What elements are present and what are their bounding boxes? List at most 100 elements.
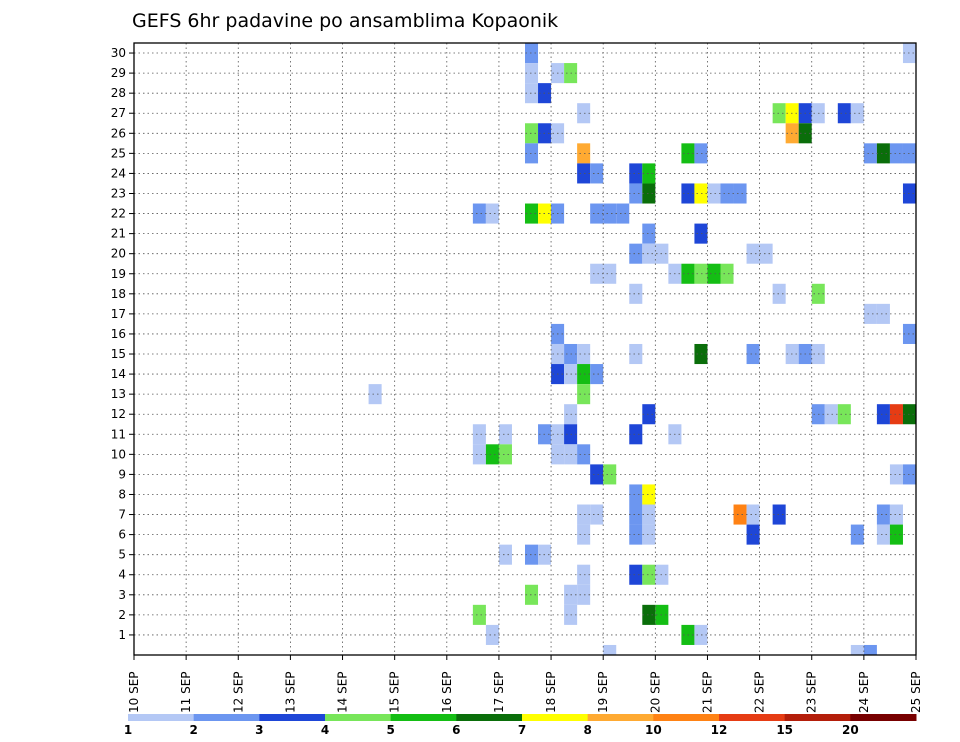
precip-cell bbox=[733, 183, 747, 204]
precip-cell bbox=[472, 604, 486, 625]
x-tick-label: 15 SEP bbox=[388, 671, 402, 713]
precip-cell bbox=[629, 183, 643, 204]
colorbar-label: 15 bbox=[776, 723, 793, 737]
precip-cell bbox=[876, 143, 890, 164]
precip-cell bbox=[485, 624, 499, 645]
y-tick-label: 25 bbox=[111, 146, 126, 160]
precip-cell bbox=[525, 544, 539, 565]
y-tick-label: 2 bbox=[118, 608, 126, 622]
x-tick-label: 19 SEP bbox=[596, 671, 610, 713]
x-axis-ticks: 10 SEP 11 SEP 12 SEP 13 SEP 14 SEP 15 SEP 16 S… bbox=[127, 655, 923, 713]
precip-cell bbox=[368, 384, 382, 405]
x-tick-label: 24 SEP bbox=[857, 671, 871, 713]
precip-cell bbox=[720, 183, 734, 204]
precip-cell bbox=[472, 424, 486, 445]
precip-cell bbox=[525, 83, 539, 104]
precip-cell bbox=[642, 223, 656, 244]
x-tick-label: 18 SEP bbox=[544, 671, 558, 713]
precip-cell bbox=[629, 524, 643, 545]
plot-frame bbox=[133, 42, 917, 656]
y-tick-label: 27 bbox=[111, 106, 126, 120]
y-tick-label: 30 bbox=[111, 46, 126, 60]
colorbar-label: 5 bbox=[386, 723, 394, 737]
x-tick-label: 23 SEP bbox=[805, 671, 819, 713]
precip-cell bbox=[603, 644, 617, 655]
colorbar-label: 12 bbox=[711, 723, 728, 737]
precip-cell bbox=[577, 343, 591, 365]
colorbar-label: 1 bbox=[124, 723, 132, 737]
y-tick-label: 13 bbox=[111, 387, 126, 401]
x-tick-label: 16 SEP bbox=[440, 671, 454, 713]
colorbar-label: 8 bbox=[583, 723, 591, 737]
x-tick-label: 11 SEP bbox=[179, 671, 193, 713]
precip-cell bbox=[772, 283, 786, 304]
precip-cell bbox=[642, 404, 656, 425]
y-tick-label: 26 bbox=[111, 126, 126, 140]
precip-cell bbox=[889, 143, 903, 164]
precip-cell bbox=[837, 404, 851, 425]
precip-cell bbox=[590, 504, 604, 525]
y-tick-label: 10 bbox=[111, 447, 126, 461]
colorbar-swatch bbox=[193, 714, 260, 721]
colorbar-swatch bbox=[325, 714, 392, 721]
precip-cell bbox=[498, 424, 512, 445]
colorbar: 1 2 3 4 5 6 7 8 10 12 15 20 bbox=[124, 714, 917, 737]
precip-cell bbox=[603, 203, 617, 224]
precip-cell bbox=[590, 163, 604, 184]
x-tick-label: 25 SEP bbox=[909, 671, 923, 713]
precip-cell bbox=[694, 624, 708, 645]
precip-cell bbox=[746, 504, 760, 525]
y-tick-label: 14 bbox=[111, 367, 126, 381]
precip-cell bbox=[525, 143, 539, 164]
precip-cell bbox=[876, 504, 890, 525]
precip-cell bbox=[863, 644, 877, 655]
y-tick-label: 11 bbox=[111, 427, 126, 441]
precip-cell bbox=[707, 183, 721, 204]
x-tick-label: 21 SEP bbox=[700, 671, 714, 713]
y-tick-label: 28 bbox=[111, 86, 126, 100]
precip-cell bbox=[525, 123, 539, 144]
precip-cell bbox=[525, 203, 539, 224]
colorbar-label: 20 bbox=[842, 723, 859, 737]
y-tick-label: 16 bbox=[111, 327, 126, 341]
precip-cell bbox=[525, 43, 539, 64]
precip-cell bbox=[642, 564, 656, 585]
y-tick-label: 8 bbox=[118, 487, 126, 501]
precip-cell bbox=[577, 444, 591, 465]
precip-cell bbox=[629, 343, 643, 365]
precip-cell bbox=[498, 444, 512, 465]
precip-cell bbox=[472, 444, 486, 465]
precip-cell bbox=[577, 384, 591, 405]
precip-cell bbox=[863, 143, 877, 164]
precip-cell bbox=[590, 203, 604, 224]
x-tick-label: 17 SEP bbox=[492, 671, 506, 713]
precip-cell bbox=[603, 263, 617, 284]
colorbar-swatch bbox=[456, 714, 523, 721]
y-tick-label: 19 bbox=[111, 267, 126, 281]
precip-cell bbox=[746, 243, 760, 264]
precip-cell bbox=[759, 243, 773, 264]
precip-cell bbox=[642, 504, 656, 525]
colorbar-swatch bbox=[719, 714, 786, 721]
precip-cell bbox=[629, 243, 643, 264]
y-tick-label: 17 bbox=[111, 307, 126, 321]
y-tick-label: 5 bbox=[118, 548, 126, 562]
precip-cell bbox=[577, 584, 591, 605]
y-tick-label: 12 bbox=[111, 407, 126, 421]
precip-cell bbox=[642, 163, 656, 184]
y-tick-label: 23 bbox=[111, 186, 126, 200]
precip-cell bbox=[577, 564, 591, 585]
precip-cell bbox=[746, 343, 760, 365]
colorbar-swatch bbox=[390, 714, 457, 721]
precip-cell bbox=[720, 263, 734, 284]
precip-cell bbox=[629, 564, 643, 585]
precip-cell bbox=[590, 464, 604, 485]
precip-cell bbox=[616, 203, 630, 224]
precip-cell bbox=[642, 183, 656, 204]
precip-cell bbox=[876, 303, 890, 324]
precip-cell bbox=[772, 103, 786, 124]
precip-cell bbox=[525, 63, 539, 84]
x-tick-label: 13 SEP bbox=[283, 671, 297, 713]
y-tick-label: 29 bbox=[111, 66, 126, 80]
precip-cell bbox=[889, 524, 903, 545]
